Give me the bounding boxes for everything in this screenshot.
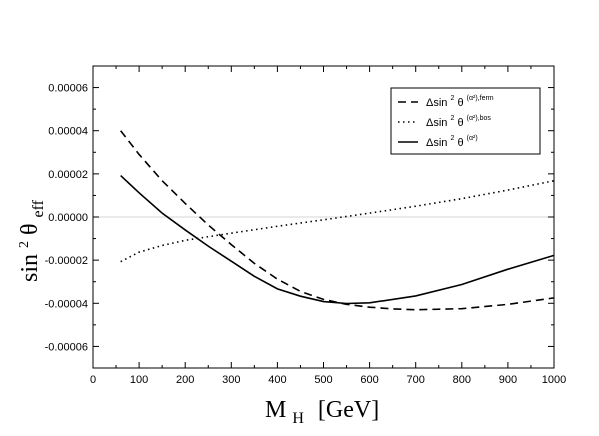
y-axis-title-theta: θ [17,223,43,235]
x-axis-title-unit: [GeV] [318,397,379,423]
legend-label-bos-sup2: (α²),bos [467,115,492,122]
legend-label-bos-theta: θ [457,117,463,129]
legend-label-total-prefix: Δsin [426,137,447,149]
y-tick-label: 0.00000 [48,212,88,224]
x-tick-label: 0 [90,374,96,386]
x-tick-label: 800 [453,374,471,386]
x-axis-title: M H [GeV] [265,397,379,429]
legend-label-bos: Δsin 2 θ (α²),bos [426,111,491,129]
y-tick-label: 0.00006 [48,83,88,95]
legend-label-ferm-prefix: Δsin [426,97,447,109]
legend-label-total-theta: θ [457,137,463,149]
legend-label-ferm-theta: θ [457,97,463,109]
x-tick-label: 700 [407,374,425,386]
y-tick-label: -0.00006 [45,341,88,353]
legend-label-ferm-sup2: (α²),ferm [467,95,494,102]
legend: Δsin 2 θ (α²),ferm Δsin 2 θ (α²),bos Δsi… [390,87,541,155]
x-axis-title-sub: H [292,410,304,427]
series-line-ferm [120,130,555,311]
x-axis-title-main: M [265,397,286,423]
y-tick-label: -0.00004 [45,298,88,310]
y-tick-label: -0.00002 [45,255,88,267]
legend-label-total-sup2: (α²) [467,135,478,142]
y-tick-label: 0.00002 [48,169,88,181]
legend-label-ferm: Δsin 2 θ (α²),ferm [426,91,494,109]
x-tick-label: 600 [360,374,378,386]
x-tick-label: 400 [268,374,286,386]
series-group [120,130,555,311]
y-axis-title-sub: eff [30,199,47,217]
legend-label-total: Δsin 2 θ (α²) [426,131,478,149]
legend-label-bos-prefix: Δsin [426,117,447,129]
legend-box [390,87,541,155]
x-tick-label: 300 [222,374,240,386]
y-axis-title-main: sin [17,254,43,282]
legend-label-bos-sup1: 2 [450,115,454,122]
x-tick-label: 1000 [542,374,566,386]
y-axis-title-sup: 2 [17,241,32,248]
legend-label-total-sup1: 2 [450,135,454,142]
series-line-bos [120,179,555,263]
x-tick-label: 500 [314,374,332,386]
x-axis: 0 100 200 300 400 500 600 700 800 900 1000 [90,66,566,386]
x-tick-label: 100 [130,374,148,386]
x-tick-label: 900 [499,374,517,386]
x-tick-label: 200 [176,374,194,386]
y-axis-title: sin 2 θ eff [8,199,47,282]
series-line-total [120,174,555,305]
y-axis: -0.00006 -0.00004 -0.00002 0.00000 0.00002 0.… [45,65,554,369]
y-tick-label: 0.00004 [48,126,88,138]
legend-label-ferm-sup1: 2 [450,95,454,102]
